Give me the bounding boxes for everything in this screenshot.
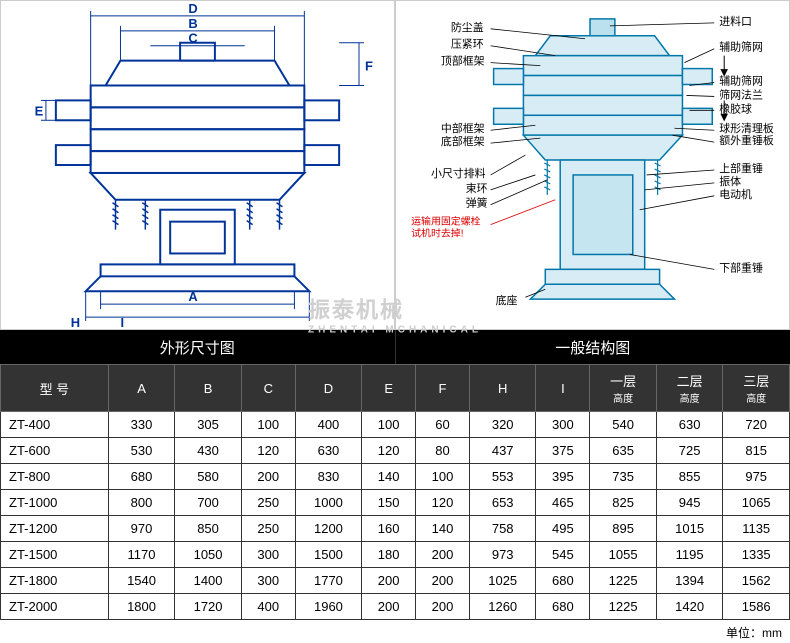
dim-e: E bbox=[35, 103, 44, 118]
dim-h: H bbox=[71, 315, 80, 329]
callout-lowerhammer: 下部重锤 bbox=[719, 260, 763, 274]
table-row: ZT-1500117010503001500180200973545105511… bbox=[1, 542, 790, 568]
table-row: ZT-800680580200830140100553395735855975 bbox=[1, 464, 790, 490]
dim-i: I bbox=[120, 315, 124, 329]
callout-band: 束环 bbox=[466, 182, 488, 195]
col-header: 型 号 bbox=[1, 365, 109, 412]
callout-bolt1: 运输用固定螺栓 bbox=[411, 215, 481, 228]
callout-extrahammer: 额外重锤板 bbox=[719, 133, 774, 147]
dim-f: F bbox=[365, 59, 373, 74]
spec-table: 型 号ABCDEFHI一层高度二层高度三层高度 ZT-4003303051004… bbox=[0, 364, 790, 620]
callout-inlet: 进料口 bbox=[719, 14, 752, 28]
table-row: ZT-60053043012063012080437375635725815 bbox=[1, 438, 790, 464]
col-header: H bbox=[469, 365, 536, 412]
col-header: B bbox=[175, 365, 242, 412]
callout-spring: 弹簧 bbox=[466, 196, 488, 210]
col-header: E bbox=[362, 365, 416, 412]
col-header: 三层高度 bbox=[723, 365, 790, 412]
callout-topframe: 顶部框架 bbox=[441, 54, 485, 68]
dimension-diagram: D C E F A H I B bbox=[0, 0, 395, 330]
col-header: F bbox=[416, 365, 470, 412]
dim-b: B bbox=[188, 16, 197, 31]
callout-botframe: 底部框架 bbox=[441, 134, 485, 148]
col-header: A bbox=[108, 365, 175, 412]
table-row: ZT-1000800700250100015012065346582594510… bbox=[1, 490, 790, 516]
title-left: 外形尺寸图 bbox=[0, 330, 396, 364]
callout-upperhammer: 上部重锤 bbox=[719, 161, 763, 175]
callout-motor: 电动机 bbox=[719, 187, 752, 201]
callout-aux2: 辅助筛网 bbox=[719, 73, 763, 87]
callout-smalloutlet: 小尺寸排料 bbox=[431, 166, 486, 180]
callout-clampring: 压紧环 bbox=[451, 38, 484, 51]
col-header: 二层高度 bbox=[656, 365, 723, 412]
col-header: D bbox=[295, 365, 362, 412]
col-header: I bbox=[536, 365, 590, 412]
col-header: C bbox=[241, 365, 295, 412]
dim-a: A bbox=[188, 289, 197, 304]
callout-flange: 筛网法兰 bbox=[719, 87, 763, 101]
callout-aux1: 辅助筛网 bbox=[719, 40, 763, 54]
dim-c: C bbox=[188, 31, 197, 46]
callout-cleanplate: 球形清理板 bbox=[719, 121, 774, 135]
table-row: ZT-40033030510040010060320300540630720 bbox=[1, 412, 790, 438]
col-header: 一层高度 bbox=[590, 365, 657, 412]
unit-label: 单位：mm bbox=[0, 620, 790, 643]
table-row: ZT-1200970850250120016014075849589510151… bbox=[1, 516, 790, 542]
table-row: ZT-1800154014003001770200200102568012251… bbox=[1, 568, 790, 594]
callout-dustcover: 防尘盖 bbox=[451, 20, 484, 34]
callout-midframe: 中部框架 bbox=[441, 121, 485, 135]
callout-vibbody: 振体 bbox=[719, 174, 741, 188]
callout-base: 底座 bbox=[496, 293, 518, 307]
structure-diagram: 防尘盖 压紧环 顶部框架 中部框架 底部框架 小尺寸排料 束环 弹簧 运输用固定… bbox=[395, 0, 790, 330]
table-row: ZT-2000180017204001960200200126068012251… bbox=[1, 594, 790, 620]
callout-ball: 橡胶球 bbox=[719, 101, 752, 115]
callout-bolt2: 试机时去掉! bbox=[411, 227, 463, 240]
title-right: 一般结构图 bbox=[396, 330, 790, 364]
dim-d: D bbox=[188, 1, 197, 16]
